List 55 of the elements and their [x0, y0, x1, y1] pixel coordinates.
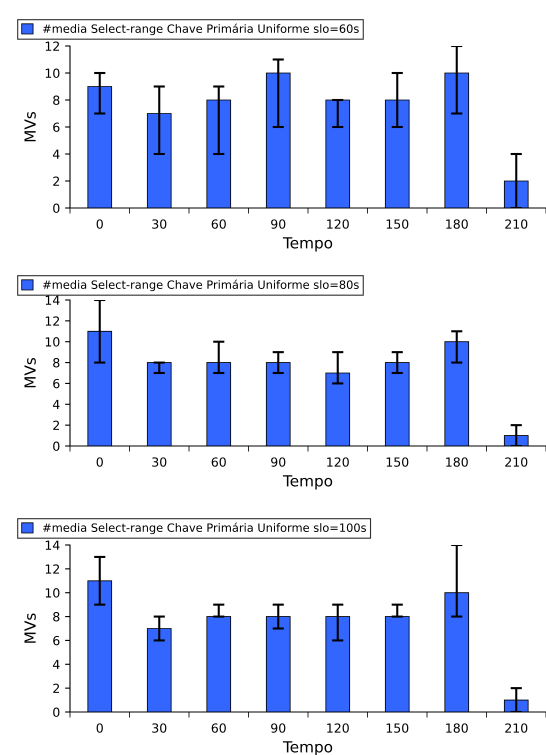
x-tick-label: 150: [386, 723, 408, 733]
x-tick-label: 210: [505, 219, 528, 229]
y-tick-label: 4: [52, 150, 60, 159]
x-tick-label: 90: [271, 723, 286, 733]
x-tick-label: 60: [212, 723, 226, 733]
y-tick-label: 8: [53, 95, 60, 105]
x-tick-label: 120: [327, 219, 349, 229]
y-tick-label: 0: [53, 707, 60, 717]
x-tick-label: 180: [446, 457, 468, 467]
y-tick-label: 10: [46, 68, 60, 78]
y-tick-label: 12: [46, 41, 60, 51]
y-axis-title: MVs: [24, 112, 36, 142]
x-tick-label: 30: [152, 457, 166, 467]
y-tick-label: 2: [53, 684, 60, 693]
y-axis-title: MVs: [24, 358, 36, 388]
x-tick-label: 0: [96, 723, 103, 733]
y-tick-label: 6: [53, 378, 60, 388]
y-tick-label: 6: [53, 636, 60, 646]
x-tick-label: 90: [271, 457, 286, 467]
y-tick-label: 12: [46, 564, 60, 574]
y-tick-label: 10: [46, 588, 60, 598]
x-tick-label: 150: [386, 219, 408, 229]
y-tick-label: 10: [46, 337, 60, 347]
y-tick-label: 8: [53, 612, 60, 622]
x-tick-label: 90: [271, 219, 286, 229]
y-tick-label: 6: [53, 122, 60, 132]
x-tick-label: 180: [446, 219, 468, 229]
legend-label: #media Select-range Chave Primária Uniforme slo=100s: [43, 522, 366, 534]
x-tick-label: 30: [152, 219, 166, 229]
y-tick-label: 2: [53, 176, 60, 186]
x-tick-label: 0: [96, 219, 103, 229]
x-tick-label: 180: [446, 723, 468, 733]
x-tick-label: 210: [505, 457, 528, 467]
legend-label: #media Select-range Chave Primária Uniforme slo=60s: [43, 24, 359, 36]
x-axis-title: Tempo: [282, 475, 332, 490]
y-tick-label: 4: [52, 660, 60, 670]
y-tick-label: 8: [53, 358, 60, 368]
y-tick-label: 4: [52, 400, 60, 410]
y-tick-label: 2: [53, 420, 60, 430]
x-tick-label: 30: [152, 723, 166, 733]
x-tick-label: 120: [327, 723, 349, 733]
y-tick-label: 12: [46, 316, 60, 326]
x-axis-title: Tempo: [282, 237, 332, 252]
y-tick-label: 0: [53, 441, 60, 451]
y-axis-title: MVs: [24, 613, 36, 643]
legend-label: #media Select-range Chave Primária Uniforme slo=80s: [43, 280, 359, 292]
y-tick-label: 14: [46, 296, 60, 305]
x-tick-label: 60: [212, 457, 226, 467]
x-tick-label: 120: [327, 457, 349, 467]
x-tick-label: 150: [386, 457, 408, 467]
y-tick-label: 0: [53, 203, 60, 213]
y-tick-label: 14: [46, 540, 60, 550]
x-tick-label: 60: [212, 219, 226, 229]
x-tick-label: 210: [505, 723, 528, 733]
x-tick-label: 0: [96, 457, 103, 467]
